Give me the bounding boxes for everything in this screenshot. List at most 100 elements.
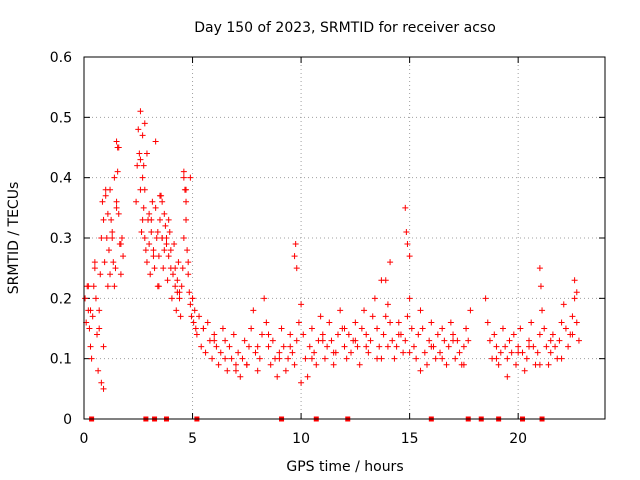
data-point: [541, 325, 548, 332]
data-point: [245, 343, 252, 350]
data-point: [108, 216, 115, 223]
data-point: [209, 355, 216, 362]
data-point: [573, 319, 580, 326]
data-point: [565, 343, 572, 350]
data-point: [465, 337, 472, 344]
x-axis-label: GPS time / hours: [286, 459, 403, 475]
data-point: [155, 253, 162, 260]
data-point: [384, 301, 391, 308]
data-point: [138, 228, 145, 235]
data-point: [239, 355, 246, 362]
data-point: [170, 271, 177, 278]
data-point: [267, 361, 274, 368]
plot-frame: [83, 56, 606, 420]
data-point: [282, 367, 289, 374]
data-point: [287, 343, 294, 350]
data-point: [98, 379, 105, 386]
data-point: [100, 385, 107, 392]
data-point: [428, 319, 435, 326]
data-point: [467, 307, 474, 314]
data-point: [166, 228, 173, 235]
data-point: [159, 198, 166, 205]
data-point: [502, 343, 509, 350]
data-point: [311, 349, 318, 356]
data-point: [330, 349, 337, 356]
data-point: [113, 138, 120, 145]
data-point: [143, 259, 150, 266]
data-point: [410, 343, 417, 350]
y-tick-label: 0.1: [50, 352, 72, 368]
data-point: [326, 319, 333, 326]
data-point: [419, 325, 426, 332]
data-point: [486, 337, 493, 344]
data-point: [87, 343, 94, 350]
data-point: [173, 307, 180, 314]
data-point: [348, 349, 355, 356]
data-point: [135, 126, 142, 133]
data-point: [280, 343, 287, 350]
data-point: [114, 144, 121, 151]
data-point: [413, 355, 420, 362]
data-point: [369, 313, 376, 320]
data-point: [278, 325, 285, 332]
data-point: [497, 349, 504, 356]
data-point: [176, 289, 183, 296]
data-point: [456, 349, 463, 356]
data-point: [178, 283, 185, 290]
data-point: [263, 319, 270, 326]
data-point: [558, 355, 565, 362]
data-point: [107, 271, 114, 278]
data-point: [133, 198, 140, 205]
data-point: [109, 235, 116, 241]
data-point: [104, 210, 111, 217]
data-point: [179, 265, 186, 272]
data-point: [228, 355, 235, 362]
data-point: [97, 271, 104, 278]
data-point: [98, 235, 105, 241]
data-point: [174, 277, 181, 284]
data-point: [162, 222, 169, 229]
data-point: [536, 331, 543, 338]
data-point: [289, 349, 296, 356]
data-point: [160, 265, 167, 272]
data-point: [319, 331, 326, 338]
data-point: [159, 235, 166, 241]
data-point: [295, 319, 302, 326]
data-point: [164, 277, 171, 284]
data-point: [334, 331, 341, 338]
data-point: [101, 259, 108, 266]
data-point: [491, 331, 498, 338]
data-point: [460, 343, 467, 350]
data-point: [406, 253, 413, 260]
data-point: [395, 319, 402, 326]
data-point: [141, 235, 148, 241]
axis-ticks: 0 0.1 0.2 0.3 0.4 0.5 0.6 0 5 10 15 20: [50, 50, 605, 447]
data-point: [111, 174, 118, 181]
data-point: [504, 355, 511, 362]
data-point: [528, 319, 535, 326]
data-point: [285, 355, 292, 362]
data-point: [403, 228, 410, 235]
data-point: [521, 367, 528, 374]
data-point: [292, 241, 299, 248]
data-point: [447, 319, 454, 326]
data-point: [141, 186, 148, 193]
data-point: [298, 301, 305, 308]
data-point: [363, 331, 370, 338]
data-point: [376, 343, 383, 350]
data-point: [358, 325, 365, 332]
data-point: [547, 337, 554, 344]
data-point: [330, 361, 337, 368]
data-point: [526, 337, 533, 344]
data-point: [512, 361, 519, 368]
data-point: [171, 241, 178, 248]
data-point: [493, 355, 500, 362]
data-point: [261, 295, 268, 302]
data-point: [95, 367, 102, 374]
data-point: [187, 174, 194, 181]
data-point: [146, 241, 153, 248]
data-point: [571, 277, 578, 284]
data-point: [569, 313, 576, 320]
data-point: [96, 307, 103, 314]
